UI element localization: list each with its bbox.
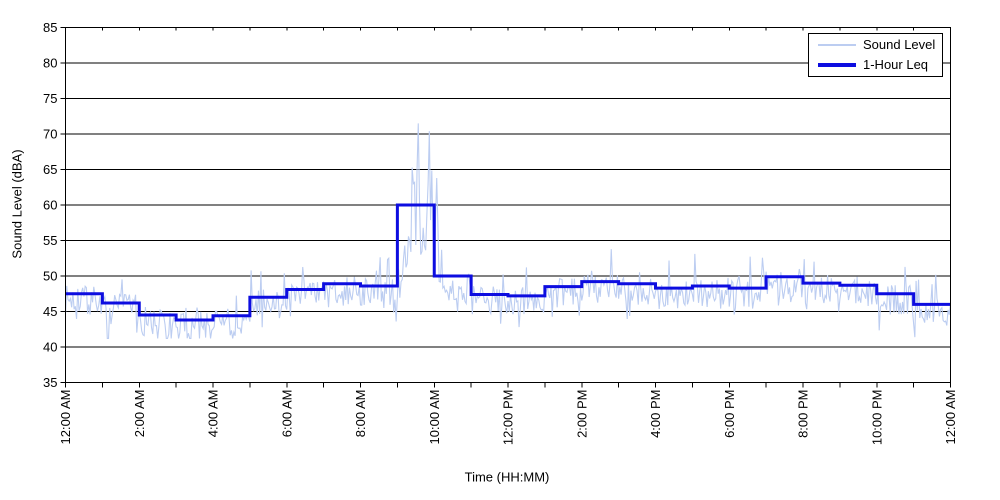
sound-level-series [64,123,952,340]
y-tick-label: 50 [43,269,57,284]
y-tick-label: 85 [43,20,57,35]
legend-item-1-hour-leq: 1-Hour Leq [818,56,938,74]
y-tick-label: 70 [43,127,57,142]
legend-label-1-hour-leq: 1-Hour Leq [863,57,929,72]
x-tick-label: 8:00 AM [353,390,368,438]
y-tick-label: 65 [43,162,57,177]
x-tick-label: 2:00 AM [132,390,147,438]
y-tick-label: 75 [43,91,57,106]
leq-series [65,203,951,322]
legend-item-sound-level: Sound Level [818,36,938,54]
x-tick-label: 2:00 PM [574,390,589,438]
x-tick-label: 4:00 AM [206,390,221,438]
x-tick-label: 6:00 PM [722,390,737,438]
leq-line-swatch [818,63,856,67]
y-tick-label: 60 [43,198,57,213]
x-tick-label: 8:00 PM [796,390,811,438]
x-tick-label: 6:00 AM [279,390,294,438]
x-axis-title: Time (HH:MM) [464,469,550,485]
plot-border [65,27,951,383]
x-tick-label: 10:00 AM [427,390,442,445]
y-tick-label: 80 [43,56,57,71]
x-tick-label: 12:00 AM [943,390,958,445]
x-tick-label: 10:00 PM [869,390,884,446]
x-tick-label: 4:00 PM [648,390,663,438]
x-tick-label: 12:00 PM [501,390,516,446]
y-tick-label: 40 [43,340,57,355]
x-tick-label: 12:00 AM [58,390,73,445]
sound-level-line-swatch [818,44,856,46]
y-axis-title: Sound Level (dBA) [9,149,25,259]
y-tick-label: 55 [43,233,57,248]
legend: Sound Level 1-Hour Leq [808,33,943,77]
legend-label-sound-level: Sound Level [863,37,936,52]
y-tick-label: 45 [43,304,57,319]
y-tick-label: 35 [43,375,57,390]
